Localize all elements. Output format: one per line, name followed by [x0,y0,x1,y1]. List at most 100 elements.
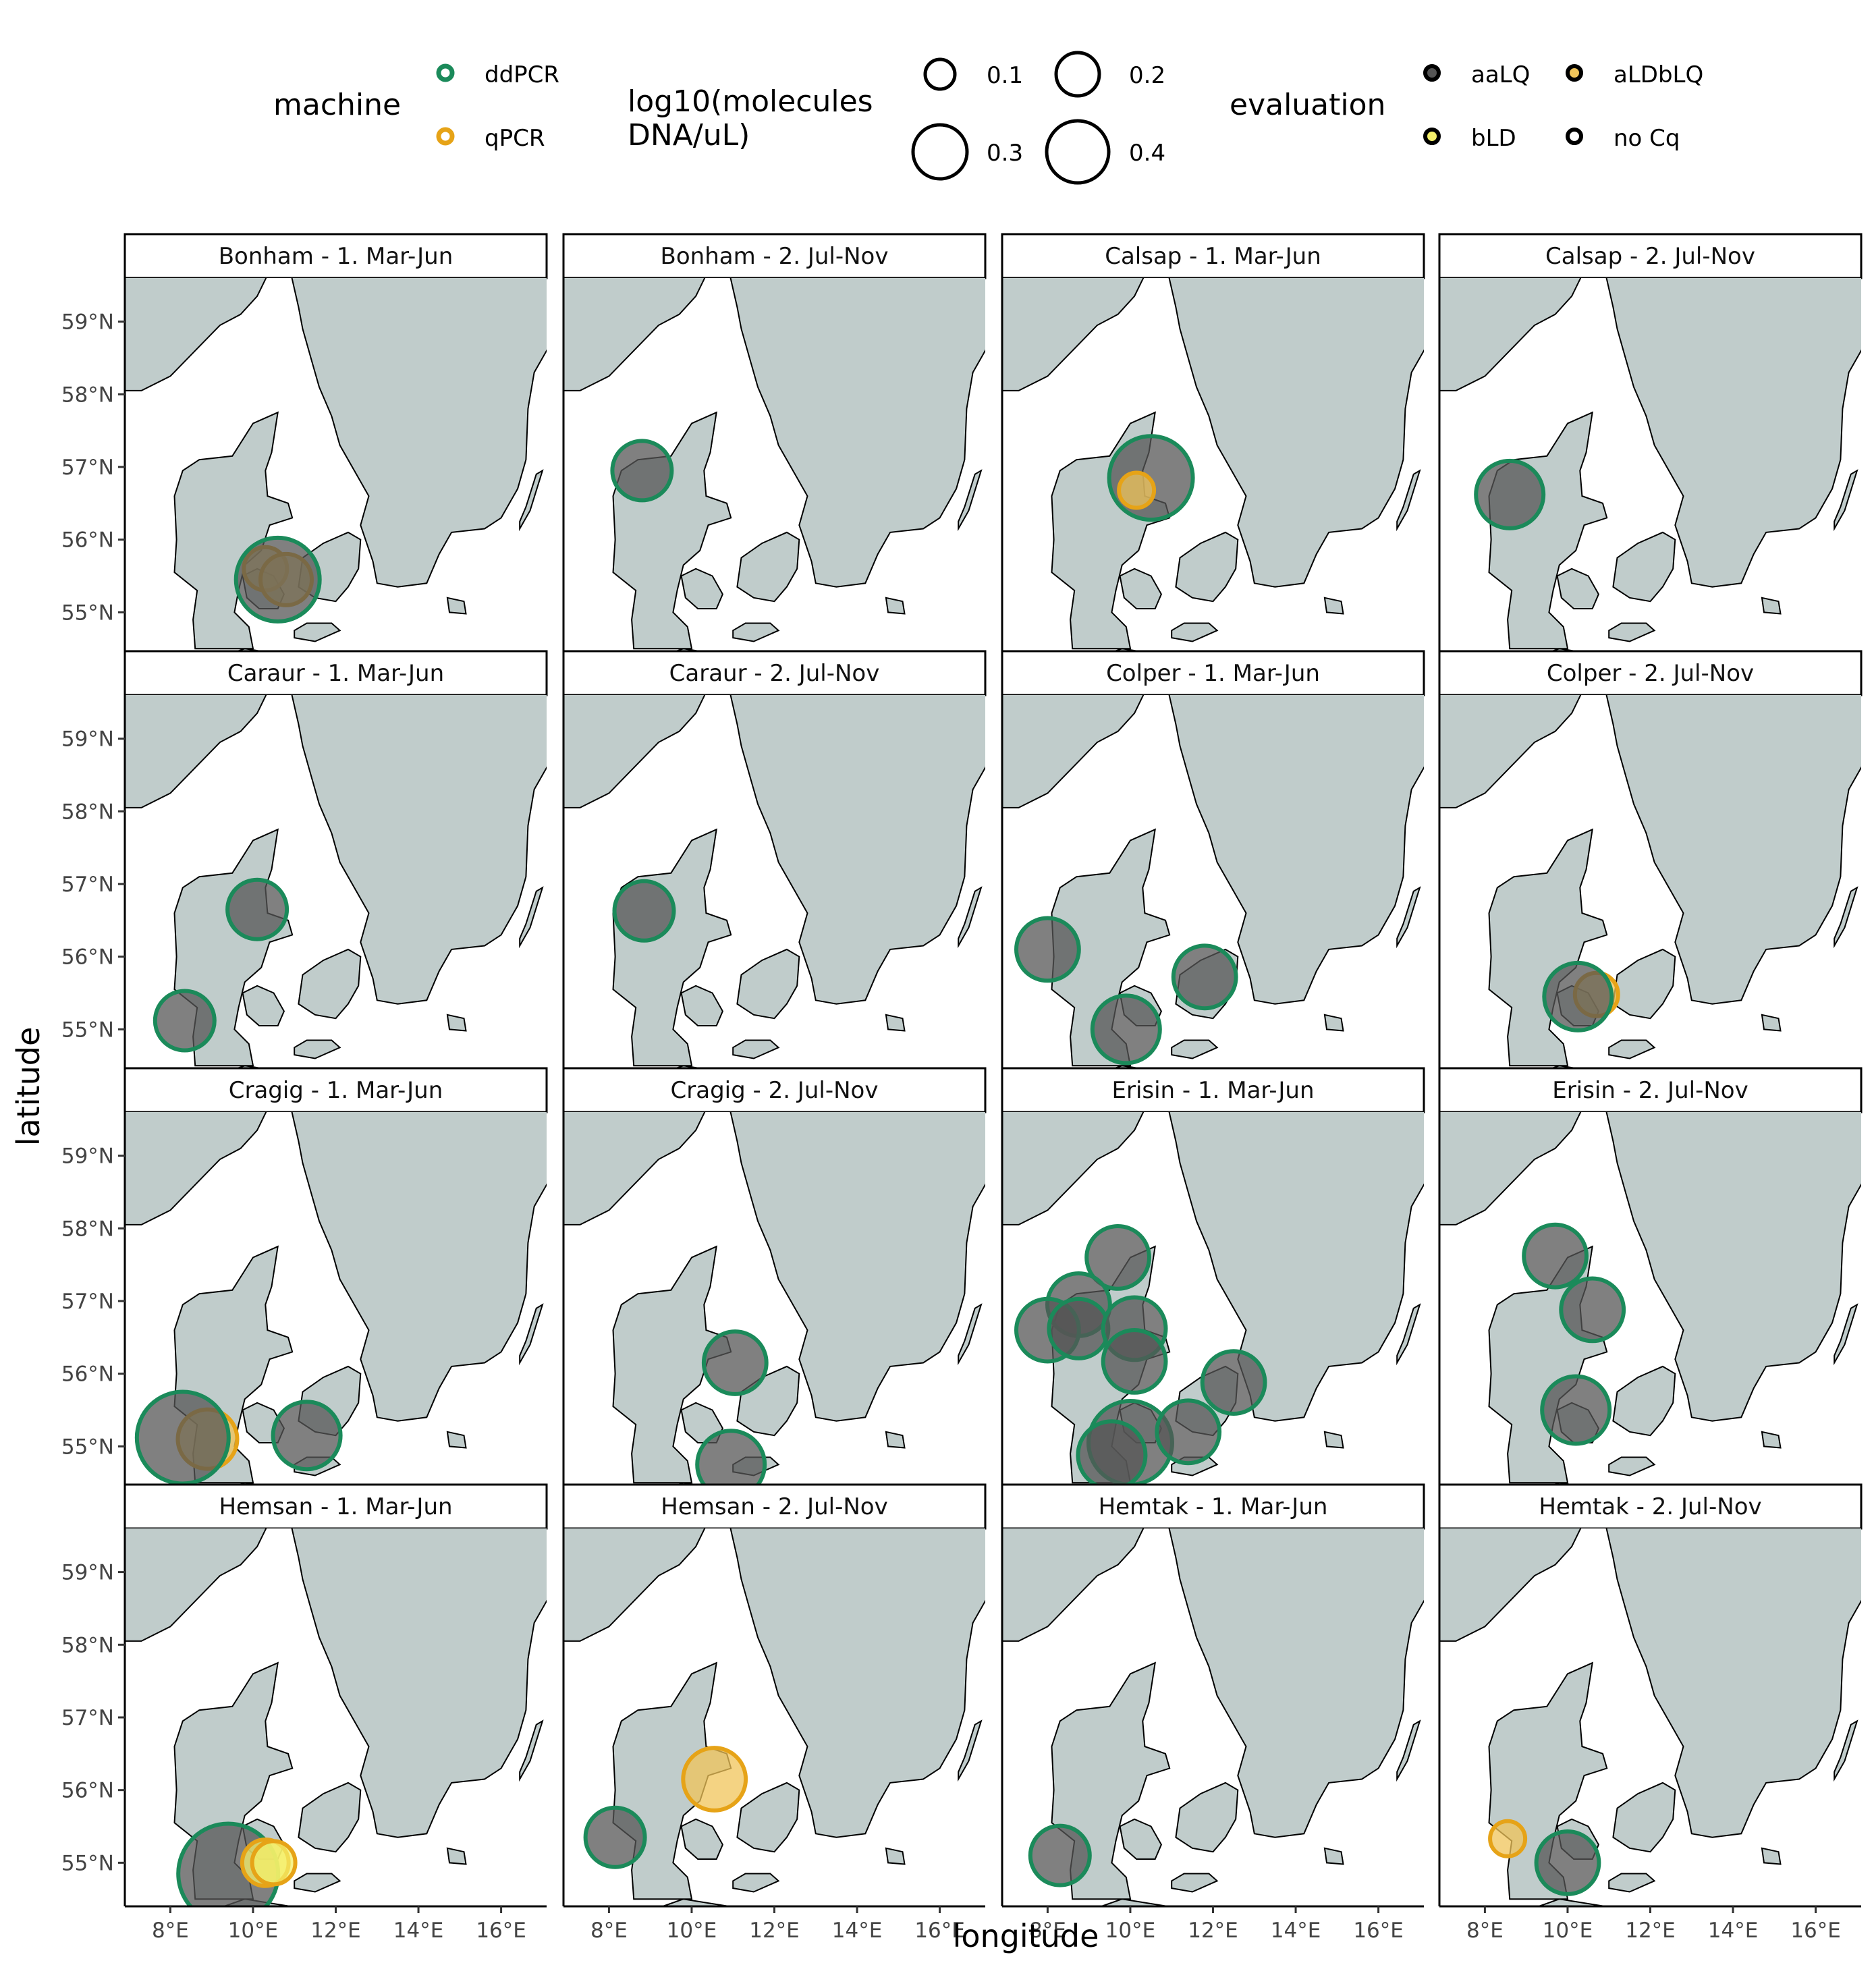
panel: Hemsan - 2. Jul-Nov 8°E 10°E 12°E 14°E 16°E [562,1483,987,1943]
sample-point [233,535,322,624]
y-tick-label: 57°N [61,1290,114,1314]
x-axis-title: longitude [953,1918,1099,1954]
panel: Erisin - 1. Mar-Jun [1001,1067,1425,1491]
y-tick-label: 58°N [61,800,114,824]
sample-point [1474,458,1546,530]
land-shape [1323,1014,1344,1032]
panel: Cragig - 1. Mar-Jun 55°N 56°N 57°N 58°N 59°N [61,1067,548,1491]
x-tick-label: 14°E [393,1918,444,1943]
legend-machine-title: machine [273,88,401,122]
panel-plot [1439,695,1861,1073]
legend-machine-qpcr-label: qPCR [485,125,545,152]
legend-evaluation-aalq-label: aaLQ [1471,61,1530,88]
panel-strip [1438,233,1863,279]
land-shape [1119,1818,1163,1860]
panel-title: Erisin - 2. Jul-Nov [1552,1077,1748,1104]
legend-evaluation-bld-label: bLD [1471,125,1516,152]
panel: Hemtak - 1. Mar-Jun 8°E 10°E 12°E 14°E 16°E [1001,1483,1425,1943]
x-tick-label: 16°E [476,1918,526,1943]
x-tick-label: 14°E [832,1918,883,1943]
panel-title: Caraur - 1. Mar-Jun [227,660,444,687]
land-shape [291,1528,547,1838]
land-shape [1171,1873,1219,1893]
x-tick-label: 10°E [667,1918,717,1943]
land-shape [885,597,906,615]
legend-size-label-0.1: 0.1 [987,62,1023,89]
land-shape [1834,469,1858,532]
land-shape [1608,622,1656,642]
panel-plot [563,1528,985,1906]
sample-point [1047,1296,1111,1360]
y-tick-label: 56°N [61,528,114,553]
x-tick-label: 14°E [1708,1918,1759,1943]
land-shape [1002,695,1145,808]
panel-plot [563,695,985,1073]
sample-point [701,1329,769,1396]
sample-point [1014,916,1081,983]
land-shape [1396,886,1421,949]
legend-evaluation-nocq-key [1566,128,1583,145]
y-tick-label: 55°N [61,1018,114,1042]
y-tick-label: 57°N [61,1706,114,1730]
land-shape [1834,886,1858,949]
panel-title: Calsap - 1. Mar-Jun [1105,243,1321,270]
sample-point [583,1805,647,1869]
land-shape [736,948,800,1020]
y-tick-label: 59°N [61,310,114,335]
sample-point [134,1389,231,1486]
panel-strip [1001,233,1425,279]
land-shape [732,1873,780,1893]
land-shape [729,1112,985,1422]
land-shape [885,1014,906,1032]
sample-point [1028,1823,1092,1887]
panel-title: Colper - 2. Jul-Nov [1547,660,1754,687]
panel-title: Bonham - 1. Mar-Jun [219,243,453,270]
legend-machine-ddpcr-key [436,63,455,82]
legend-evaluation-aldblq-label: aLDbLQ [1614,61,1703,88]
sample-point [271,1400,343,1472]
sample-point [1542,960,1614,1032]
legend-size-key-0.1 [923,57,957,91]
panel-strip [562,650,987,696]
panel-strip [1438,1483,1863,1530]
sample-point [1101,1328,1168,1395]
land-shape [1119,568,1163,609]
land-shape [680,985,724,1026]
panel-plot [1439,1112,1861,1490]
legend-size-title-line2: DNA/uL) [628,118,750,153]
sample-point [1076,1419,1148,1490]
y-tick-label: 57°N [61,455,114,480]
land-shape [125,1112,267,1225]
panel: Bonham - 2. Jul-Nov [562,233,987,657]
land-shape [1612,1782,1676,1853]
land-shape [125,278,267,391]
panel-strip [123,233,548,279]
sample-point [1200,1349,1267,1416]
panel-strip [562,1067,987,1113]
land-shape [1323,1847,1344,1865]
panel-title: Hemsan - 1. Mar-Jun [219,1493,452,1520]
y-tick-label: 55°N [61,601,114,625]
land-shape [1396,1303,1421,1366]
panel-plot [563,1112,985,1490]
land-shape [1608,1039,1656,1059]
panel-strip [1001,1483,1425,1530]
land-shape [294,1873,341,1893]
y-tick-label: 58°N [61,383,114,407]
land-shape [1761,1431,1782,1449]
sample-point [1155,1398,1222,1466]
sample-point [1522,1222,1589,1290]
land-shape [1612,1365,1676,1437]
land-shape [563,1112,706,1225]
land-shape [446,1014,467,1032]
land-shape [1002,1112,1145,1225]
land-shape [291,278,547,588]
x-tick-label: 12°E [310,1918,361,1943]
x-tick-label: 10°E [1105,1918,1156,1943]
land-shape [1171,1039,1219,1059]
legend-evaluation-aalq-key [1423,64,1441,82]
sample-point [250,1839,298,1887]
land-shape [291,695,547,1005]
land-shape [958,886,983,949]
land-shape [298,1782,362,1853]
